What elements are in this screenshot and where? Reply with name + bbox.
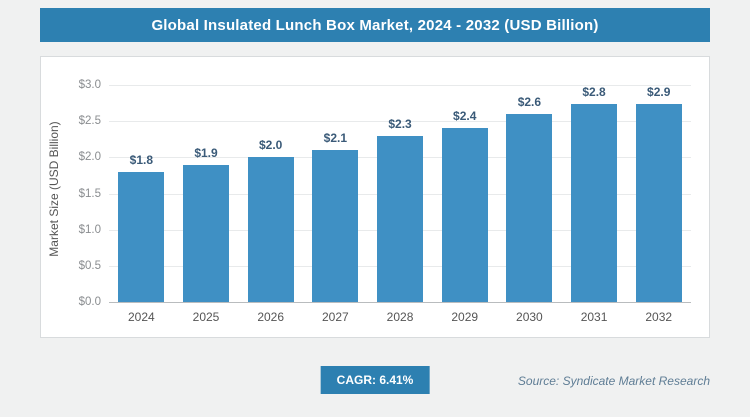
y-axis-label-area: Market Size (USD Billion) <box>41 57 67 337</box>
bar-value-label: $1.9 <box>194 145 218 160</box>
chart-title-banner: Global Insulated Lunch Box Market, 2024 … <box>40 8 710 42</box>
bar-value-label: $2.4 <box>453 109 477 124</box>
x-tick-label-2027: 2027 <box>322 310 349 324</box>
y-tick-label: $2.5 <box>78 115 101 128</box>
gridline <box>109 85 691 86</box>
bars-container: $1.8 $1.9 $2.0 $2.1 $2.3 $2.4 $2.6 $2.8 $2.9 <box>109 85 691 302</box>
x-tick-label-2025: 2025 <box>192 310 220 324</box>
chart-card: Market Size (USD Billion) 2024 2025 2026 20… <box>40 56 710 338</box>
source-text: Source: Syndicate Market Research <box>517 374 710 388</box>
bar-value-label: $2.0 <box>259 138 283 153</box>
bar-value-label: $2.6 <box>517 94 542 109</box>
bar-column-2031: $2.8 <box>562 85 627 302</box>
bar-column-2025: $1.9 <box>174 85 239 302</box>
y-tick-label: $1.5 <box>78 187 101 200</box>
bar-value-label: $2.1 <box>323 131 348 146</box>
y-axis-label: Market Size (USD Billion) <box>47 121 61 257</box>
bar-value-label: $2.9 <box>647 85 671 99</box>
y-tick-label: $2.0 <box>78 151 101 164</box>
x-tick-label-2024: 2024 <box>127 310 155 324</box>
bar-2030 <box>506 113 553 302</box>
y-tick-label: $0.0 <box>78 296 101 308</box>
bar-column-2028: $2.3 <box>368 85 433 302</box>
bar-2031 <box>571 104 618 302</box>
x-tick-label-2030: 2030 <box>516 310 543 324</box>
footer: CAGR: 6.41% Source: Syndicate Market Res… <box>40 366 710 396</box>
bar-2026 <box>247 157 294 302</box>
bar-column-2026: $2.0 <box>238 85 303 302</box>
bar-column-2029: $2.4 <box>432 85 497 302</box>
bar-column-2024: $1.8 <box>109 85 174 302</box>
bar-2025 <box>183 164 229 302</box>
bar-column-2027: $2.1 <box>303 85 368 302</box>
x-tick-label-2032: 2032 <box>645 310 673 324</box>
x-tick-label-2031: 2031 <box>580 310 608 324</box>
x-tick-label-2028: 2028 <box>386 310 414 324</box>
x-tick-label-2029: 2029 <box>451 310 479 324</box>
x-tick-label-2026: 2026 <box>257 310 285 324</box>
cagr-badge: CAGR: 6.41% <box>320 366 430 394</box>
plot-area: 2024 2025 2026 2027 2028 2029 2030 2031 2032 $3.… <box>79 79 691 324</box>
bar-2024 <box>118 171 165 302</box>
y-tick-label: $1.0 <box>78 223 101 236</box>
x-axis-labels: 2024 2025 2026 2027 2028 2029 2030 2031 2032 <box>109 310 691 324</box>
bar-2032 <box>635 104 682 302</box>
bar-2027 <box>312 150 359 302</box>
chart-title: Global Insulated Lunch Box Market, 2024 … <box>151 16 599 34</box>
gridline <box>109 121 691 123</box>
y-tick-label: $3.0 <box>78 79 101 91</box>
bar-2029 <box>441 128 488 302</box>
bar-value-label: $1.8 <box>129 152 154 167</box>
bar-value-label: $2.3 <box>388 116 412 131</box>
bar-2028 <box>377 135 424 302</box>
plot-outer: 2024 2025 2026 2027 2028 2029 2030 2031 2032 $3.… <box>67 57 709 337</box>
bar-value-label: $2.8 <box>582 85 606 99</box>
bar-column-2030: $2.6 <box>497 85 562 302</box>
bar-column-2032: $2.9 <box>626 85 691 302</box>
y-tick-label: $0.5 <box>78 259 101 272</box>
